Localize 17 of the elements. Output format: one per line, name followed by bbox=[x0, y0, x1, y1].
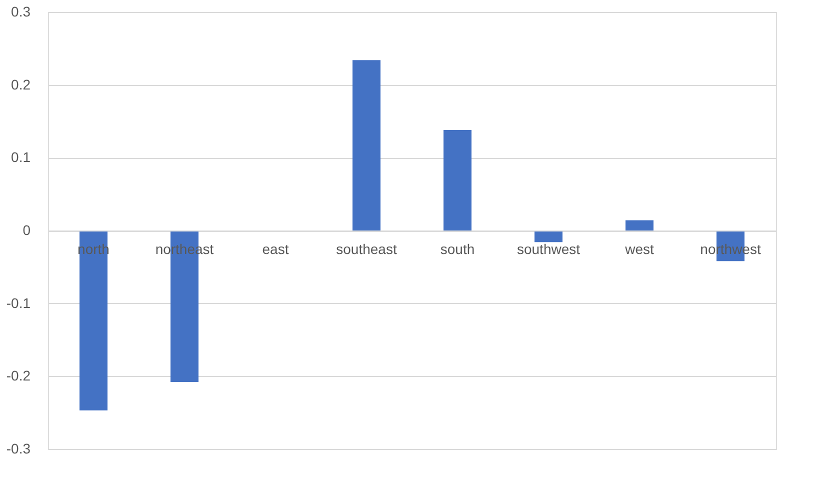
x-tick-label: southwest bbox=[516, 241, 580, 257]
y-tick-label: -0.1 bbox=[6, 294, 31, 311]
bar bbox=[352, 60, 380, 230]
x-tick-label: east bbox=[262, 241, 289, 257]
x-tick-label: south bbox=[440, 241, 475, 257]
x-tick-label: southeast bbox=[336, 241, 397, 257]
bar bbox=[534, 230, 562, 242]
bar bbox=[444, 130, 472, 230]
y-tick-label: -0.2 bbox=[6, 368, 31, 384]
x-tick-label: west bbox=[624, 241, 654, 257]
y-tick-label: 0.2 bbox=[11, 76, 31, 92]
y-tick-label: 0.3 bbox=[11, 4, 31, 20]
y-tick-label: 0.1 bbox=[11, 149, 31, 166]
y-tick-label: 0 bbox=[22, 222, 31, 238]
bar bbox=[80, 230, 108, 410]
y-tick-label: -0.3 bbox=[6, 440, 31, 456]
bar bbox=[626, 220, 654, 230]
